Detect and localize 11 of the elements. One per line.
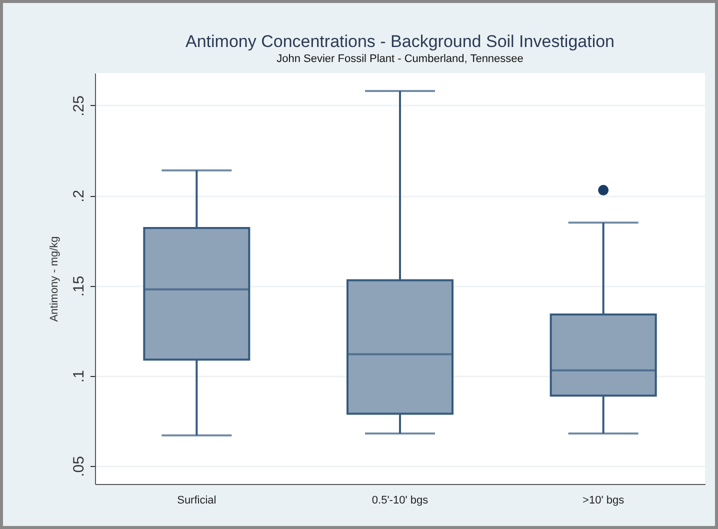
y-tick-label: .25 bbox=[70, 96, 88, 116]
y-tick-label: .15 bbox=[70, 276, 88, 297]
y-axis-title: Antimony - mg/kg bbox=[48, 236, 60, 322]
y-tick-label: .1 bbox=[70, 370, 88, 383]
y-tick-label: .2 bbox=[70, 190, 88, 202]
y-tick-label: .05 bbox=[70, 456, 88, 477]
x-tick-label: Surficial bbox=[177, 494, 216, 506]
x-tick-label: 0.5'-10' bgs bbox=[372, 494, 429, 506]
x-tick-label: >10' bgs bbox=[582, 494, 625, 506]
chart-title: Antimony Concentrations - Background Soil Investigation bbox=[185, 32, 615, 51]
chart-subtitle: John Sevier Fossil Plant - Cumberland, Tennessee bbox=[276, 53, 524, 65]
